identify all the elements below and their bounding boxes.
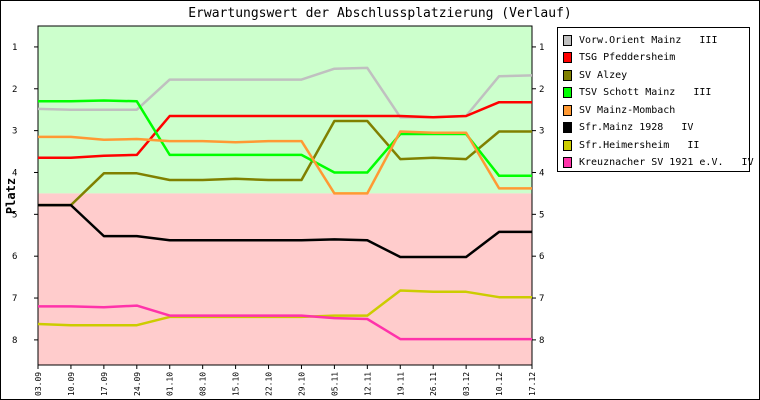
y-tick-label: 2: [539, 85, 544, 95]
y-tick-label: 1: [539, 43, 544, 53]
y-tick-label: 6: [539, 252, 544, 262]
legend-swatch: [563, 87, 572, 98]
series-group: [37, 66, 533, 341]
legend-item: Kreuznacher SV 1921 e.V. IV: [563, 155, 754, 171]
legend-label: Sfr.Heimersheim II: [579, 139, 700, 151]
legend-item: TSG Pfeddersheim: [563, 50, 675, 66]
x-tick-label: 10.12: [495, 372, 504, 396]
y-tick-label: 3: [12, 127, 17, 137]
plot-area: [37, 25, 533, 366]
legend-label: Kreuznacher SV 1921 e.V. IV: [579, 157, 754, 168]
x-tick-label: 03.09: [34, 372, 43, 396]
series-line-2: [38, 100, 532, 160]
x-tick-label: 12.11: [363, 372, 372, 396]
legend-swatch: [563, 122, 572, 133]
y-axis-left: 1 2 3 4 5 6 7 8: [12, 43, 38, 346]
x-tick-label: 19.11: [396, 372, 405, 396]
x-tick-label: 05.11: [330, 372, 339, 396]
y-tick-label: 1: [12, 43, 17, 53]
legend-label: SV Alzey: [579, 69, 628, 81]
y-axis-label: Platz: [4, 178, 18, 214]
series-line-6: [38, 203, 532, 259]
y-tick-label: 3: [539, 127, 544, 137]
x-tick-label: 08.10: [199, 372, 208, 396]
series-line-8: [38, 304, 532, 341]
legend-swatch: [563, 157, 572, 168]
legend-item: Sfr.Heimersheim II: [563, 137, 699, 153]
legend-swatch: [563, 34, 572, 46]
series-line-3: [38, 119, 532, 207]
y-tick-label: 4: [539, 168, 544, 178]
y-tick-label: 8: [539, 336, 544, 346]
y-tick-label: 5: [12, 210, 17, 220]
x-tick-label: 01.10: [166, 372, 175, 396]
series-line-7: [37, 289, 532, 327]
zone-lower: [38, 193, 532, 365]
legend-item: SV Alzey: [563, 67, 627, 83]
x-tick-label: 26.11: [429, 372, 438, 396]
x-tick-label: 10.09: [67, 372, 76, 396]
legend-label: Sfr.Mainz 1928 IV: [579, 122, 694, 133]
x-tick-label: 24.09: [133, 372, 142, 396]
y-tick-label: 4: [12, 168, 17, 178]
x-tick-label: 03.12: [462, 372, 471, 396]
legend-item: Sfr.Mainz 1928 IV: [563, 120, 693, 136]
legend-swatch: [563, 139, 572, 151]
x-axis: 03.09 10.09 17.09 24.09 01.10 08.10 15.10 22.10…: [34, 365, 537, 396]
y-tick-label: 8: [12, 336, 17, 346]
x-tick-label: 22.10: [265, 372, 274, 396]
y-tick-label: 2: [12, 85, 17, 95]
legend: Vorw.Orient Mainz III TSG Pfeddersheim SV …: [557, 27, 754, 172]
y-axis-right: 1 2 3 4 5 6 7 8: [532, 43, 544, 346]
y-tick-label: 5: [539, 210, 544, 220]
legend-swatch: [563, 52, 572, 63]
legend-swatch: [563, 69, 572, 81]
legend-swatch: [563, 104, 572, 116]
series-line-5: [38, 130, 532, 195]
x-tick-label: 17.12: [528, 372, 537, 396]
legend-label: Vorw.Orient Mainz III: [579, 34, 718, 46]
legend-label: TSV Schott Mainz III: [579, 87, 712, 98]
legend-item: Vorw.Orient Mainz III: [563, 32, 717, 48]
series-line-4: [38, 99, 532, 178]
y-tick-label: 7: [539, 294, 544, 304]
y-tick-label: 7: [12, 294, 17, 304]
y-tick-label: 6: [12, 252, 17, 262]
legend-item: TSV Schott Mainz III: [563, 85, 711, 101]
chart-title: Erwartungswert der Abschlussplatzierung …: [188, 6, 572, 21]
legend-item: SV Mainz-Mombach: [563, 102, 675, 118]
legend-label: TSG Pfeddersheim: [579, 52, 676, 63]
x-tick-label: 29.10: [297, 372, 306, 396]
x-tick-label: 15.10: [232, 372, 241, 396]
x-tick-label: 17.09: [100, 372, 109, 396]
legend-label: SV Mainz-Mombach: [579, 104, 676, 116]
